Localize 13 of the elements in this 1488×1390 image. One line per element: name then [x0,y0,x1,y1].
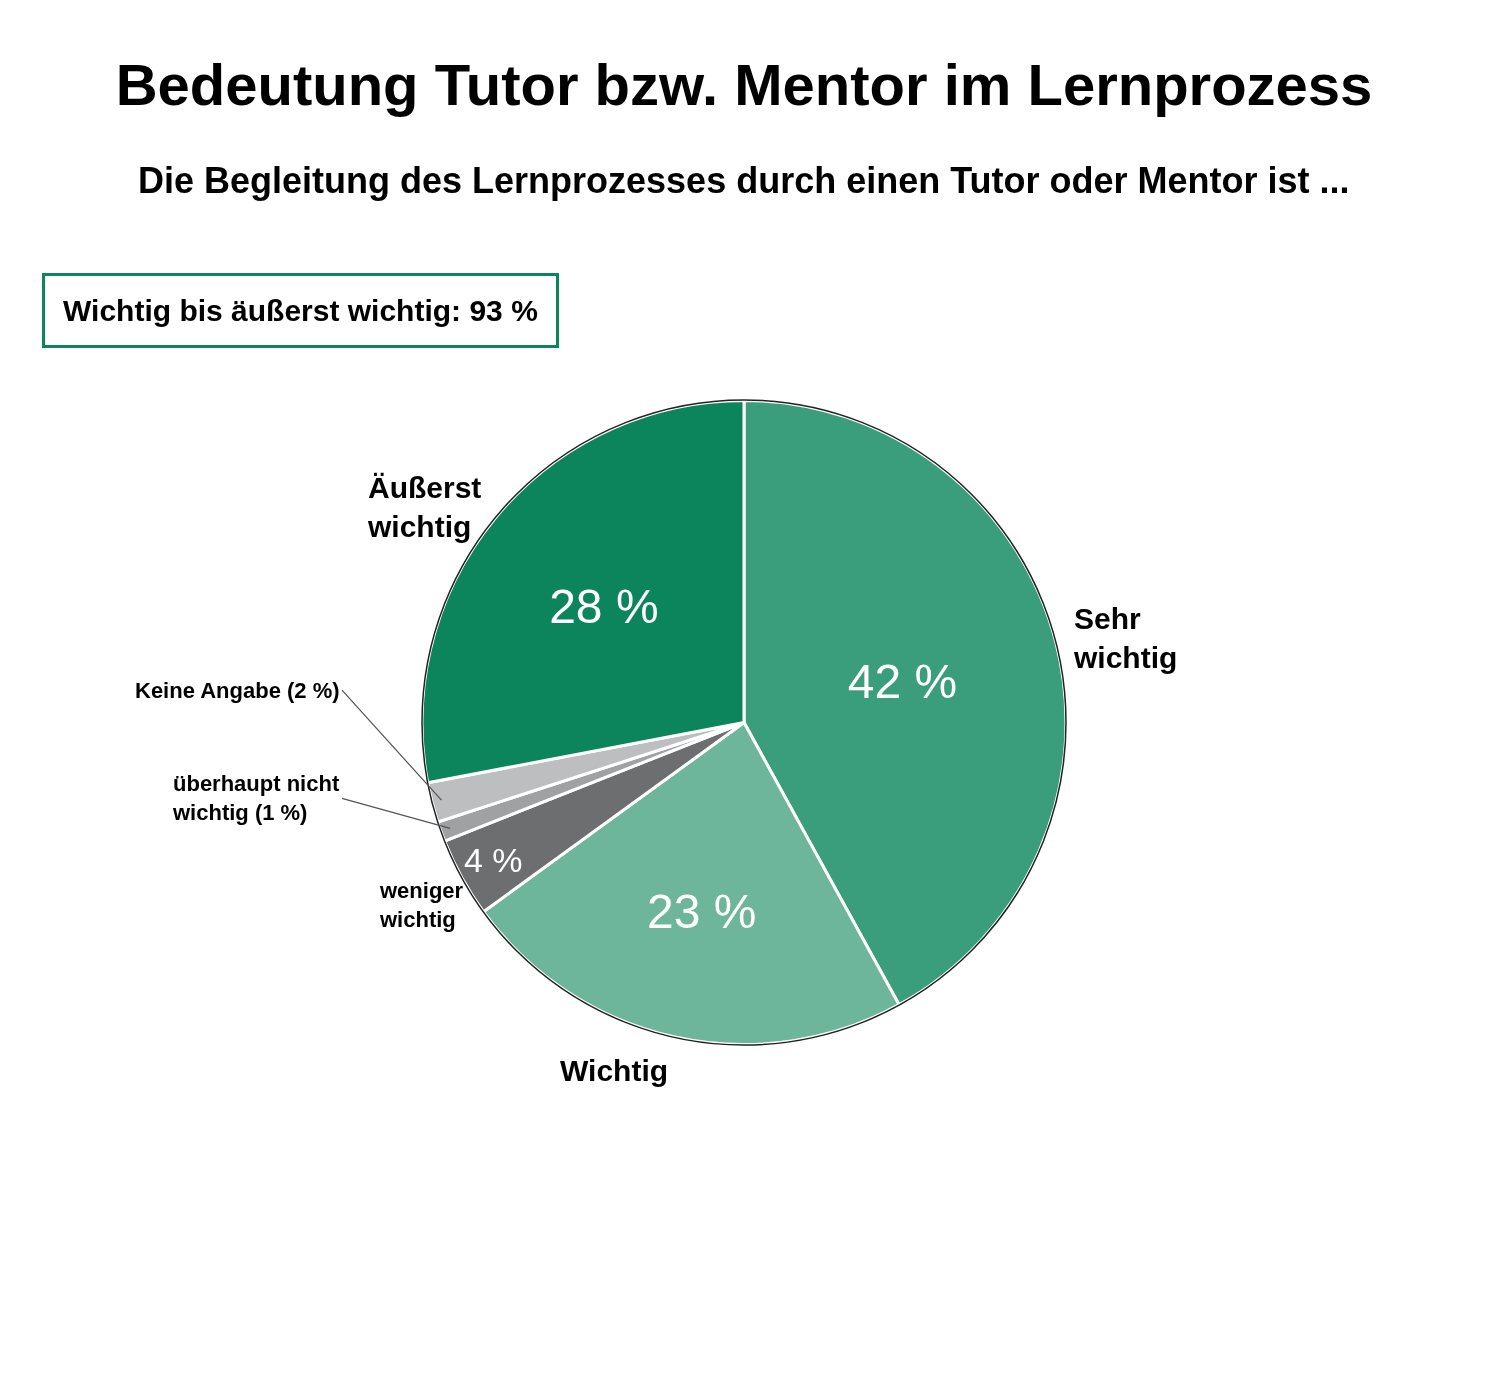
slice-label: Wichtig [560,1054,669,1087]
data-label: 42 % [847,655,958,709]
chart-title: Bedeutung Tutor bzw. Mentor im Lernprozess [115,52,1373,118]
slice-label: weniger wichtig [379,878,464,932]
data-label: 28 % [549,580,659,634]
slice-label: Sehr wichtig [1073,602,1178,674]
text: Wichtig bis äußerst wichtig: 93 % [63,294,538,327]
data-label: 4 % [463,841,523,880]
slice-label: überhaupt nicht wichtig (1 %) [172,771,340,825]
chart-subtitle: Die Begleitung des Lernprozesses durch einen Tutor oder Mentor ist ... [138,160,1350,201]
slice-label: Äußerst wichtig [367,471,482,543]
slice-label: Keine Angabe (2 %) [135,678,340,703]
data-label: 23 % [647,885,757,939]
